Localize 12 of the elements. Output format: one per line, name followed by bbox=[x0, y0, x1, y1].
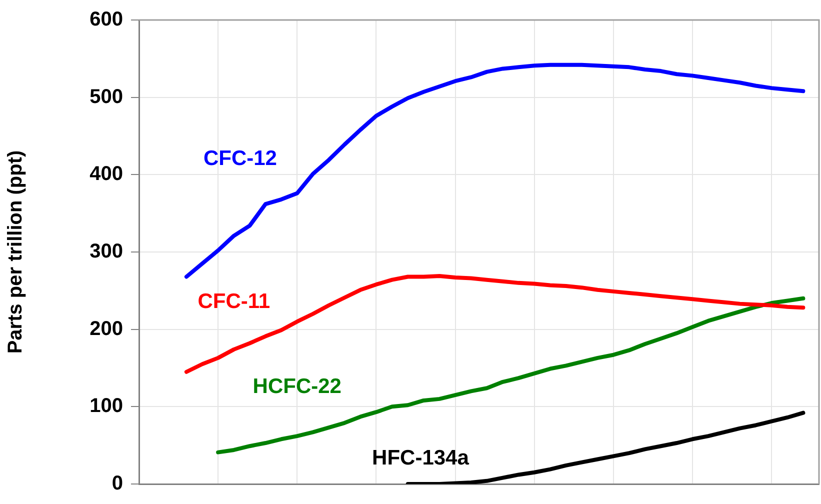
y-axis-title: Parts per trillion (ppt) bbox=[4, 150, 27, 354]
y-tick-label: 300 bbox=[90, 240, 123, 263]
series-label: CFC-12 bbox=[203, 146, 277, 170]
series-label: CFC-11 bbox=[198, 290, 270, 314]
series-label: HCFC-22 bbox=[252, 375, 342, 398]
y-tick-label: 100 bbox=[90, 395, 123, 418]
y-tick-label: 600 bbox=[90, 8, 123, 31]
y-tick-label: 0 bbox=[112, 472, 123, 495]
y-tick-label: 500 bbox=[90, 86, 123, 108]
series-label: HFC-134a bbox=[372, 446, 470, 470]
y-tick-label: 200 bbox=[90, 318, 123, 340]
y-tick-label: 400 bbox=[90, 163, 123, 186]
